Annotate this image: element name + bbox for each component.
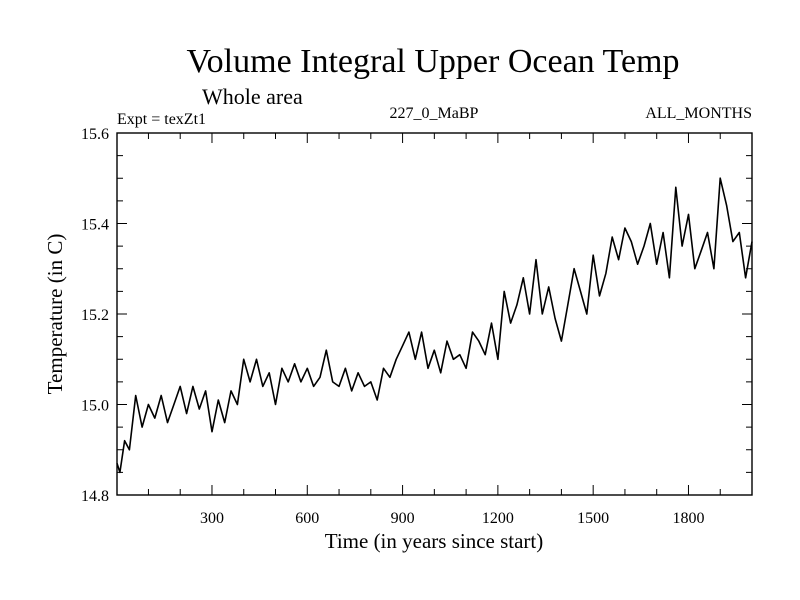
y-tick-labels: 14.8 15.0 15.2 15.4 15.6 xyxy=(81,126,109,505)
x-tick-labels: 300 600 900 1200 1500 1800 xyxy=(200,510,704,527)
y-tick-label: 15.2 xyxy=(81,307,109,324)
chart-title: Volume Integral Upper Ocean Temp xyxy=(187,43,680,80)
x-axis-label: Time (in years since start) xyxy=(325,529,544,553)
y-axis-label: Temperature (in C) xyxy=(43,234,67,395)
x-tick-label: 1200 xyxy=(482,510,514,527)
y-tick-label: 14.8 xyxy=(81,488,109,505)
plot-frame xyxy=(116,132,753,496)
chart-subtitle: Whole area xyxy=(202,84,303,109)
y-tick-label: 15.4 xyxy=(81,217,109,234)
y-tick-label: 15.0 xyxy=(81,398,109,415)
experiment-label: Expt = texZt1 xyxy=(117,111,206,128)
x-tick-label: 1500 xyxy=(577,510,609,527)
x-tick-label: 1800 xyxy=(672,510,704,527)
months-label: ALL_MONTHS xyxy=(645,105,752,122)
temperature-series-line xyxy=(116,177,753,474)
x-tick-label: 600 xyxy=(295,510,319,527)
x-tick-label: 900 xyxy=(391,510,415,527)
x-tick-label: 300 xyxy=(200,510,224,527)
axis-ticks xyxy=(117,133,752,495)
y-tick-label: 15.6 xyxy=(81,126,109,143)
period-label: 227_0_MaBP xyxy=(390,105,479,122)
